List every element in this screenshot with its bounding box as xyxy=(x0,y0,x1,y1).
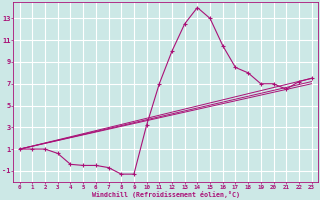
X-axis label: Windchill (Refroidissement éolien,°C): Windchill (Refroidissement éolien,°C) xyxy=(92,191,240,198)
